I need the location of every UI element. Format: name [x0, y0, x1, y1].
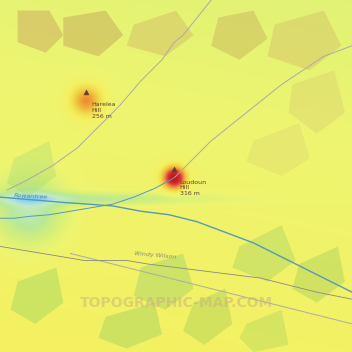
Polygon shape [63, 11, 123, 56]
Polygon shape [268, 11, 341, 70]
Polygon shape [239, 310, 289, 352]
Text: Loudoun
Hill
316 m: Loudoun Hill 316 m [180, 180, 207, 196]
Polygon shape [211, 11, 268, 60]
Polygon shape [232, 225, 296, 282]
Polygon shape [289, 70, 345, 134]
Polygon shape [18, 11, 63, 53]
Polygon shape [7, 141, 56, 197]
Text: TOPOGRAPHIC-MAP.COM: TOPOGRAPHIC-MAP.COM [79, 296, 273, 310]
Text: Windy Wilson: Windy Wilson [134, 251, 176, 260]
Text: Harelea
Hill
256 m: Harelea Hill 256 m [92, 102, 116, 119]
Polygon shape [292, 246, 345, 303]
Polygon shape [134, 253, 194, 310]
Polygon shape [127, 11, 194, 56]
Polygon shape [183, 289, 232, 345]
Text: Rowantree: Rowantree [14, 193, 49, 200]
Polygon shape [11, 268, 63, 324]
Polygon shape [246, 123, 310, 176]
Polygon shape [99, 303, 162, 348]
